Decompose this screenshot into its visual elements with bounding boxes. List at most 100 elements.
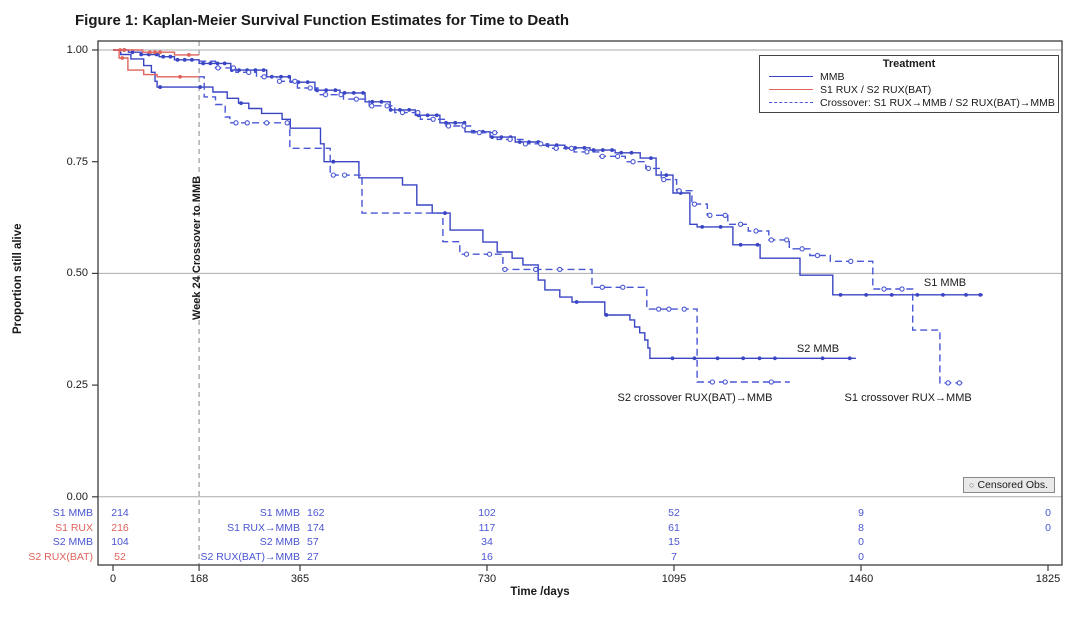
censor-mark <box>945 380 951 386</box>
atrisk-count: 7 <box>671 550 677 563</box>
censored-marker-icon: ○ <box>969 480 975 490</box>
censor-mark <box>582 145 587 150</box>
censor-mark <box>956 380 963 386</box>
atrisk-count: 16 <box>481 550 493 563</box>
x-tick-label: 1825 <box>1035 573 1061 585</box>
censor-mark <box>178 74 183 79</box>
censor-mark <box>768 379 774 385</box>
censor-mark <box>681 306 687 312</box>
x-tick-label: 1460 <box>848 573 874 585</box>
censor-mark <box>630 159 636 165</box>
censor-mark <box>768 237 774 243</box>
censor-mark <box>755 242 760 247</box>
censor-mark <box>476 130 482 136</box>
censor-mark <box>253 68 258 73</box>
censor-mark <box>527 140 531 144</box>
censor-mark <box>370 99 375 104</box>
censor-mark <box>964 292 968 297</box>
legend-title: Treatment <box>882 58 936 70</box>
censor-mark <box>584 149 590 155</box>
censor-mark <box>399 109 406 116</box>
censor-mark <box>538 141 544 147</box>
atrisk-count: 0 <box>1045 521 1051 534</box>
censor-mark <box>264 120 270 126</box>
censor-mark <box>599 284 605 290</box>
censor-mark <box>692 356 697 361</box>
censor-mark <box>757 356 762 361</box>
atrisk-row-label: S2 RUX(BAT) <box>28 550 93 563</box>
y-tick-label: 1.00 <box>66 44 88 56</box>
censor-mark <box>915 292 920 297</box>
censor-mark <box>342 90 347 95</box>
figure-title: Figure 1: Kaplan-Meier Survival Function… <box>75 12 569 29</box>
censor-mark <box>676 188 682 194</box>
censor-mark <box>261 74 267 80</box>
legend-entry-label: Crossover: S1 RUX→MMB / S2 RUX(BAT)→MMB <box>820 96 1055 109</box>
censor-mark <box>338 92 344 98</box>
censor-mark <box>707 212 713 218</box>
censor-mark <box>664 173 669 178</box>
legend-entry: Crossover: S1 RUX→MMB / S2 RUX(BAT)→MMB <box>760 96 1058 109</box>
atrisk-count: 57 <box>307 536 319 548</box>
atrisk-row-label: S1 MMB <box>52 507 93 519</box>
crossover-line-label: Week 24 Crossover to MMB <box>191 175 203 320</box>
censor-mark <box>158 50 163 55</box>
censor-mark <box>486 251 493 257</box>
censored-obs-legend: ○ Censored Obs. <box>963 477 1056 493</box>
censor-mark <box>978 292 983 297</box>
censor-mark <box>600 148 605 152</box>
censor-mark <box>222 61 227 66</box>
censor-mark <box>722 379 728 385</box>
atrisk-group-label: S2 RUX(BAT)→MMB <box>200 550 300 563</box>
censor-mark <box>407 107 412 112</box>
censor-mark <box>379 99 384 104</box>
censor-mark <box>691 201 698 207</box>
censor-mark <box>568 145 575 151</box>
censor-mark <box>848 258 854 264</box>
censor-mark <box>233 120 239 126</box>
atrisk-count: 104 <box>111 536 129 548</box>
plot-frame <box>97 40 1063 566</box>
censor-mark <box>330 172 336 178</box>
censor-mark <box>814 252 821 259</box>
x-tick-label: 365 <box>290 573 310 585</box>
atrisk-count: 52 <box>114 550 126 563</box>
censor-mark <box>784 237 790 243</box>
legend-line-sample-solid <box>769 76 813 77</box>
x-tick-label: 1095 <box>661 573 687 585</box>
censor-mark <box>599 153 605 159</box>
censor-mark <box>799 246 805 252</box>
atrisk-group-label: S1 RUX→MMB <box>227 521 300 534</box>
y-tick-label: 0.00 <box>66 490 88 503</box>
censor-mark <box>153 50 157 55</box>
atrisk-count: 0 <box>858 536 864 548</box>
censor-mark <box>333 88 338 93</box>
censor-mark <box>453 120 458 125</box>
censor-mark <box>189 57 194 62</box>
censor-mark <box>208 61 213 66</box>
censor-mark <box>161 54 166 59</box>
censor-mark <box>574 300 579 304</box>
censor-mark <box>246 69 252 75</box>
censor-mark <box>941 292 945 297</box>
y-tick-label: 0.50 <box>66 267 88 280</box>
atrisk-count: 9 <box>858 507 864 519</box>
censor-mark <box>353 96 360 102</box>
censor-mark <box>201 61 206 66</box>
atrisk-count: 102 <box>478 507 496 519</box>
censor-mark <box>614 153 621 159</box>
x-axis-title: Time /days <box>510 586 570 598</box>
x-tick-label: 0 <box>109 573 117 585</box>
atrisk-count: 27 <box>307 550 319 563</box>
curve-label: S1 MMB <box>923 277 967 290</box>
legend-line-sample-dashed <box>769 102 813 103</box>
censor-mark <box>610 148 614 152</box>
censor-mark <box>279 74 283 79</box>
atrisk-row-label: S1 RUX <box>55 521 93 534</box>
censor-mark <box>139 52 144 57</box>
censor-mark <box>864 292 869 297</box>
censor-mark <box>284 120 290 126</box>
censor-mark <box>666 306 672 312</box>
censor-mark <box>237 68 241 73</box>
